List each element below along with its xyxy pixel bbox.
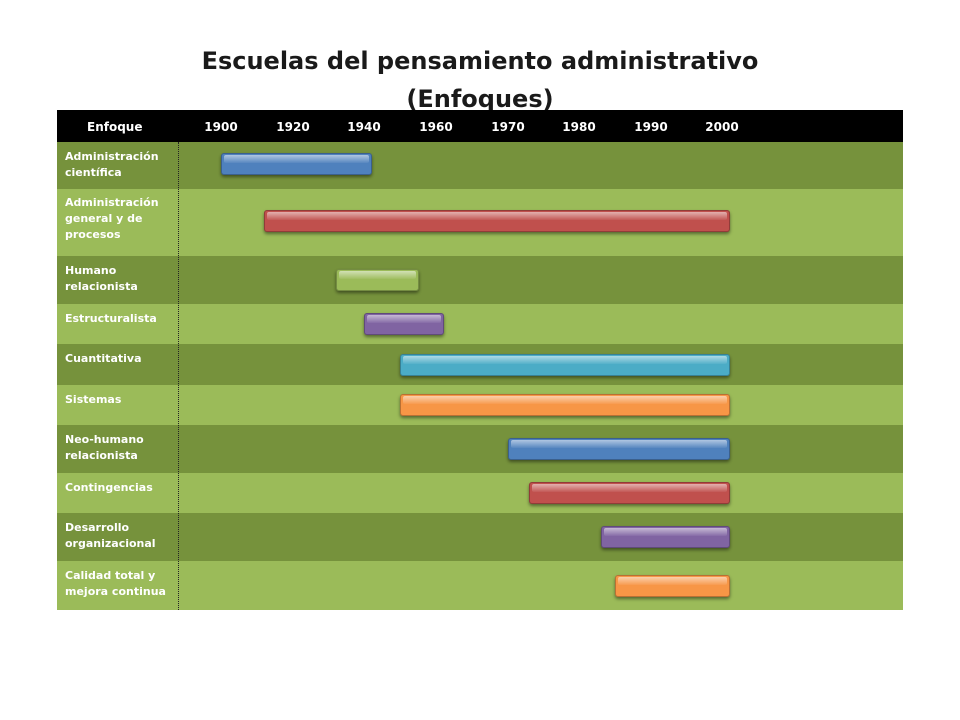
timeline-row: Contingencias <box>57 473 903 513</box>
row-label: Estructuralista <box>65 312 157 325</box>
row-label: Desarrollo organizacional <box>65 521 156 550</box>
row-label: Sistemas <box>65 393 122 406</box>
timeline-bar <box>615 575 730 597</box>
timeline-chart: Enfoque 1900 1920 1940 1960 1970 1980 1990 2000… <box>57 110 903 610</box>
row-label: Administración general y de procesos <box>65 196 159 241</box>
timeline-bar <box>400 354 730 376</box>
timeline-bar <box>264 210 730 232</box>
timeline-row: Administración general y de procesos <box>57 189 903 256</box>
row-label: Calidad total y mejora continua <box>65 569 166 598</box>
x-tick-label: 1980 <box>562 120 596 134</box>
timeline-row: Humano relacionista <box>57 256 903 304</box>
row-label: Administración científica <box>65 150 159 179</box>
timeline-row: Estructuralista <box>57 304 903 344</box>
timeline-row: Sistemas <box>57 385 903 425</box>
x-tick-label: 1900 <box>204 120 238 134</box>
timeline-bar <box>335 269 419 291</box>
x-tick-label: 1920 <box>276 120 310 134</box>
timeline-bar <box>600 526 730 548</box>
x-tick-label: 2000 <box>705 120 739 134</box>
timeline-header: Enfoque 1900 1920 1940 1960 1970 1980 1990 2000 <box>57 110 903 142</box>
timeline-bar <box>508 438 730 460</box>
timeline-row: Calidad total y mejora continua <box>57 561 903 610</box>
chart-title: Escuelas del pensamiento administrativo … <box>0 42 960 118</box>
timeline-bar <box>364 313 444 335</box>
x-tick-label: 1990 <box>634 120 668 134</box>
timeline-row: Neo-humano relacionista <box>57 425 903 473</box>
label-divider <box>178 142 179 610</box>
header-label-enfoque: Enfoque <box>87 120 143 134</box>
timeline-bar <box>529 482 730 504</box>
x-tick-label: 1960 <box>419 120 453 134</box>
row-label: Cuantitativa <box>65 352 142 365</box>
row-label: Neo-humano relacionista <box>65 433 144 462</box>
row-label: Humano relacionista <box>65 264 138 293</box>
timeline-row: Cuantitativa <box>57 344 903 385</box>
timeline-row: Administración científica <box>57 142 903 189</box>
timeline-row: Desarrollo organizacional <box>57 513 903 561</box>
chart-title-line-2: (Enfoques) <box>406 85 554 113</box>
x-tick-label: 1970 <box>491 120 525 134</box>
x-tick-label: 1940 <box>347 120 381 134</box>
chart-title-line-1: Escuelas del pensamiento administrativo <box>201 47 759 75</box>
timeline-bar <box>400 394 730 416</box>
row-label: Contingencias <box>65 481 153 494</box>
timeline-bar <box>221 153 372 175</box>
